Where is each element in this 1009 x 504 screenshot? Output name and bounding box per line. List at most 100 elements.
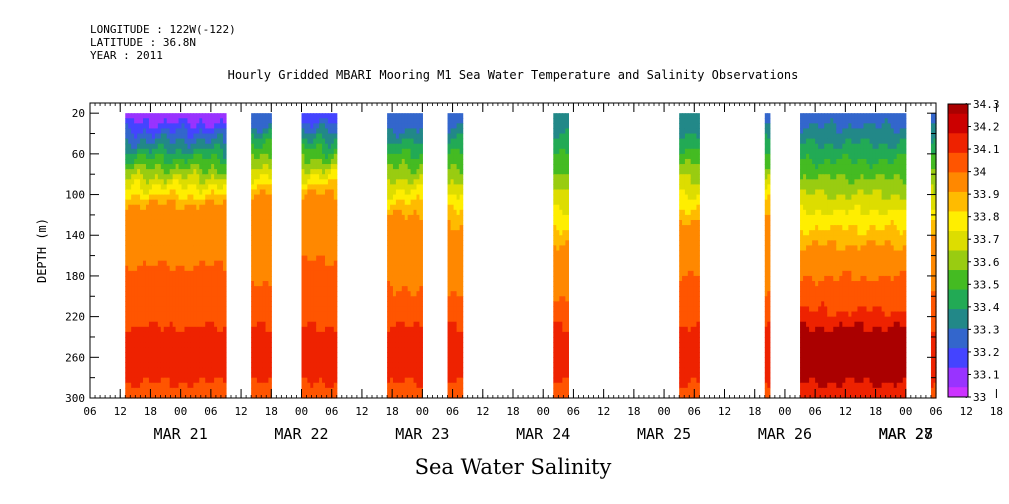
salinity-cell: [556, 301, 560, 308]
salinity-cell: [220, 367, 224, 374]
salinity-cell: [395, 336, 400, 343]
salinity-cell: [556, 235, 560, 241]
salinity-cell: [322, 128, 326, 135]
salinity-cell: [453, 362, 458, 369]
salinity-cell: [265, 296, 270, 302]
salinity-cell: [190, 367, 194, 374]
salinity-cell: [322, 357, 326, 363]
salinity-cell: [160, 265, 165, 272]
salinity-cell: [157, 128, 162, 135]
salinity-cell: [410, 265, 415, 272]
salinity-cell: [137, 377, 141, 384]
salinity-cell: [416, 123, 421, 130]
salinity-cell: [395, 281, 400, 287]
salinity-cell: [565, 123, 569, 130]
salinity-cell: [559, 128, 563, 135]
salinity-cell: [128, 219, 132, 226]
salinity-cell: [304, 326, 308, 333]
salinity-cell: [202, 291, 206, 297]
salinity-cell: [134, 286, 138, 292]
salinity-cell: [419, 281, 423, 287]
salinity-cell: [693, 352, 698, 358]
salinity-cell: [140, 123, 144, 130]
salinity-cell: [169, 179, 174, 185]
salinity-cell: [392, 342, 397, 348]
salinity-cell: [157, 250, 162, 257]
salinity-cell: [217, 118, 221, 124]
salinity-cell: [181, 372, 186, 379]
salinity-cell: [404, 164, 409, 170]
salinity-cell: [803, 143, 807, 150]
salinity-cell: [211, 316, 215, 323]
salinity-cell: [223, 184, 227, 191]
salinity-cell: [307, 347, 311, 353]
salinity-cell: [401, 347, 406, 353]
salinity-cell: [687, 326, 692, 333]
salinity-cell: [193, 367, 197, 374]
salinity-cell: [259, 270, 264, 277]
salinity-cell: [696, 153, 700, 160]
salinity-cell: [693, 392, 698, 399]
salinity-cell: [184, 367, 189, 374]
salinity-cell: [401, 179, 406, 185]
salinity-cell: [190, 357, 194, 363]
salinity-cell: [148, 184, 153, 191]
salinity-cell: [690, 362, 695, 369]
salinity-cell: [208, 331, 212, 338]
salinity-cell: [199, 219, 203, 226]
salinity-cell: [151, 281, 156, 287]
salinity-cell: [387, 118, 391, 124]
salinity-cell: [262, 209, 267, 216]
salinity-cell: [301, 306, 306, 313]
salinity-cell: [128, 321, 132, 328]
salinity-cell: [143, 174, 147, 180]
salinity-cell: [682, 367, 686, 374]
salinity-cell: [301, 372, 306, 379]
salinity-cell: [259, 372, 264, 379]
salinity-cell: [217, 372, 221, 379]
salinity-cell: [256, 270, 261, 277]
salinity-cell: [178, 128, 183, 135]
salinity-cell: [181, 255, 186, 262]
salinity-cell: [410, 255, 415, 262]
salinity-cell: [163, 184, 168, 191]
salinity-cell: [806, 169, 810, 175]
salinity-cell: [143, 133, 147, 140]
salinity-cell: [301, 281, 306, 287]
salinity-cell: [140, 347, 144, 353]
salinity-cell: [217, 255, 221, 262]
salinity-cell: [392, 281, 397, 287]
salinity-cell: [419, 225, 423, 231]
salinity-cell: [202, 189, 206, 196]
salinity-cell: [307, 321, 311, 328]
salinity-cell: [325, 270, 329, 277]
salinity-cell: [202, 281, 206, 287]
salinity-cell: [166, 189, 171, 196]
salinity-cell: [140, 158, 144, 165]
salinity-cell: [143, 184, 147, 191]
salinity-cell: [151, 275, 156, 282]
salinity-cell: [254, 296, 258, 302]
salinity-cell: [407, 118, 412, 124]
salinity-cell: [450, 362, 455, 369]
salinity-cell: [693, 326, 698, 333]
salinity-cell: [265, 265, 270, 272]
salinity-cell: [202, 342, 206, 348]
salinity-cell: [812, 133, 816, 140]
salinity-cell: [553, 245, 557, 252]
salinity-cell: [205, 174, 209, 180]
salinity-cell: [387, 123, 391, 130]
salinity-cell: [265, 219, 270, 226]
salinity-cell: [682, 245, 686, 252]
salinity-cell: [313, 326, 317, 333]
salinity-cell: [401, 255, 406, 262]
salinity-cell: [181, 387, 186, 394]
salinity-cell: [387, 128, 391, 135]
salinity-cell: [325, 321, 329, 328]
salinity-cell: [390, 123, 394, 130]
salinity-cell: [208, 204, 212, 211]
salinity-cell: [556, 189, 560, 196]
salinity-cell: [190, 230, 194, 236]
salinity-cell: [301, 240, 306, 247]
salinity-cell: [310, 123, 314, 130]
